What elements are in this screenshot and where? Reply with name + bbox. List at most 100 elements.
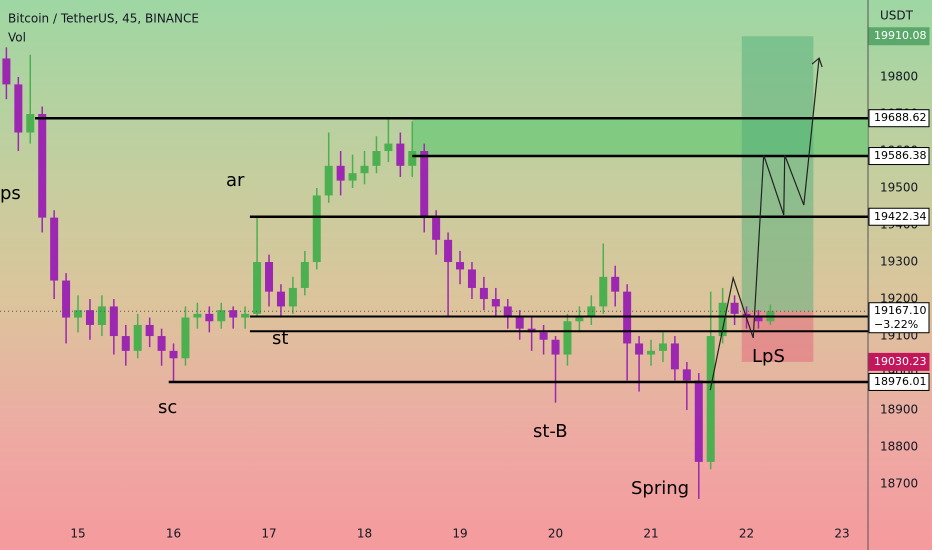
candle-body — [682, 369, 691, 381]
annotation: ps — [0, 183, 21, 204]
price-tag-label: 19688.62 — [874, 111, 927, 124]
candle-body — [575, 317, 584, 322]
annotation: ar — [226, 170, 245, 191]
candle-body — [133, 324, 142, 351]
candle-body — [205, 313, 214, 322]
candle-body — [253, 262, 262, 314]
candle-body — [611, 276, 620, 292]
chart-title: Bitcoin / TetherUS, 45, BINANCE — [8, 12, 199, 26]
candle-body — [432, 217, 441, 240]
candle-body — [74, 310, 83, 318]
y-tick-label: 18800 — [880, 440, 918, 454]
candle-body — [324, 165, 333, 196]
candle-body — [444, 239, 453, 263]
price-tag — [868, 147, 930, 166]
y-tick-label: 19200 — [880, 292, 918, 306]
candle-body — [635, 343, 644, 355]
candle-body — [85, 310, 94, 325]
candle-body — [348, 173, 357, 181]
x-tick-label: 19 — [452, 527, 467, 541]
annotation: st-B — [533, 421, 568, 442]
price-tag — [868, 302, 930, 334]
zone — [741, 36, 814, 312]
x-tick-label: 23 — [834, 527, 849, 541]
candle-body — [169, 350, 178, 359]
candle-body — [288, 287, 297, 307]
candle-body — [599, 276, 608, 307]
candle-body — [563, 321, 572, 355]
annotation: LpS — [752, 346, 785, 367]
candle-body — [372, 151, 381, 166]
projection-path — [709, 58, 820, 391]
x-tick-label: 21 — [643, 527, 658, 541]
candle-body — [420, 151, 429, 218]
price-tag-label: 19586.38 — [874, 149, 927, 162]
price-tag — [868, 352, 930, 371]
annotation: sc — [158, 397, 177, 418]
candle-body — [503, 306, 512, 318]
candle-body — [241, 313, 250, 318]
candle-body — [265, 262, 274, 292]
x-tick-label: 22 — [739, 527, 754, 541]
candle-body — [408, 151, 417, 166]
candle-body — [694, 380, 703, 462]
candle-body — [157, 336, 166, 351]
y-tick-label: 18900 — [880, 403, 918, 417]
candle-body — [718, 302, 727, 337]
candle-body — [491, 299, 500, 307]
candle-body — [456, 262, 465, 270]
price-change: −3.22% — [874, 318, 918, 331]
x-tick-label: 18 — [357, 527, 372, 541]
price-tag-label: 19030.23 — [874, 355, 927, 368]
candle-body — [50, 217, 59, 281]
candle-body — [62, 280, 71, 318]
candle-body — [587, 306, 596, 318]
candle-body — [276, 291, 285, 307]
candle-body — [97, 306, 106, 325]
volume-label: Vol — [8, 31, 26, 45]
price-tag-label: 19167.10 — [874, 304, 927, 317]
price-tag — [868, 372, 930, 391]
candle-body — [145, 324, 154, 337]
candle-body — [623, 291, 632, 344]
price-tag-label: 19910.08 — [874, 29, 927, 42]
candle-body — [121, 336, 130, 351]
candle-body — [26, 113, 35, 133]
y-tick-label: 19500 — [880, 181, 918, 195]
candle-body — [217, 310, 226, 322]
candle-body — [38, 113, 47, 218]
annotation: Spring — [631, 478, 689, 499]
price-tag — [868, 207, 930, 226]
candle-body — [193, 313, 202, 318]
candle-body — [384, 143, 393, 152]
candle-body — [360, 165, 369, 174]
price-tag-label: 19422.34 — [874, 210, 927, 223]
x-tick-label: 20 — [548, 527, 563, 541]
candle-body — [109, 306, 118, 337]
zone — [412, 118, 868, 157]
candle-body — [551, 339, 560, 355]
candle-body — [467, 269, 476, 288]
y-tick-label: 18700 — [880, 477, 918, 491]
candle-body — [229, 310, 238, 318]
candle-body — [312, 195, 321, 263]
x-tick-label: 16 — [166, 527, 181, 541]
candle-body — [300, 262, 309, 288]
candle-body — [336, 165, 345, 181]
y-tick-label: 19800 — [880, 69, 918, 83]
candle-body — [730, 302, 739, 314]
candle-body — [658, 343, 667, 351]
price-tag-label: 18976.01 — [874, 375, 927, 388]
candle-body — [396, 143, 405, 166]
candle-body — [539, 332, 548, 340]
currency-label: USDT — [880, 9, 914, 23]
candle-body — [479, 287, 488, 300]
x-tick-label: 17 — [261, 527, 276, 541]
price-tag — [868, 27, 930, 46]
candle-body — [14, 84, 23, 133]
candle-body — [181, 317, 190, 359]
candle-body — [515, 317, 524, 329]
x-tick-label: 15 — [70, 527, 85, 541]
